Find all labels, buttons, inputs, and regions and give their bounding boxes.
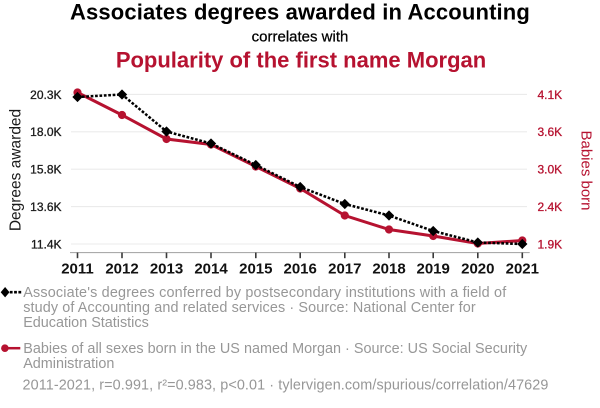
svg-text:2019: 2019 (417, 261, 450, 278)
svg-text:Degrees awarded: Degrees awarded (8, 109, 25, 231)
svg-text:4.1K: 4.1K (538, 88, 563, 102)
svg-text:2016: 2016 (284, 261, 317, 278)
svg-text:Babies born: Babies born (578, 130, 595, 210)
svg-text:2.4K: 2.4K (538, 200, 563, 214)
svg-text:3.0K: 3.0K (538, 163, 563, 177)
svg-text:20.3K: 20.3K (30, 88, 61, 102)
svg-text:Education Statistics: Education Statistics (23, 315, 149, 331)
svg-text:study of Accounting and relate: study of Accounting and related services… (23, 300, 476, 316)
svg-text:Popularity of the first name M: Popularity of the first name Morgan (116, 48, 486, 73)
svg-text:Administration: Administration (23, 356, 114, 372)
svg-text:2018: 2018 (372, 261, 405, 278)
svg-text:2013: 2013 (150, 261, 183, 278)
svg-text:Associate's degrees conferred: Associate's degrees conferred by postsec… (23, 285, 507, 301)
svg-text:correlates with: correlates with (252, 28, 349, 45)
svg-text:1.9K: 1.9K (538, 237, 563, 251)
svg-text:13.6K: 13.6K (30, 200, 61, 214)
svg-text:2017: 2017 (328, 261, 361, 278)
svg-text:11.4K: 11.4K (31, 237, 61, 251)
svg-text:2011-2021, r=0.991, r²=0.983,: 2011-2021, r=0.991, r²=0.983, p<0.01 · t… (23, 378, 549, 394)
svg-text:3.6K: 3.6K (538, 125, 563, 139)
svg-text:Babies of all sexes born in th: Babies of all sexes born in the US named… (23, 341, 528, 357)
svg-text:2015: 2015 (239, 261, 272, 278)
svg-text:2021: 2021 (506, 261, 539, 278)
svg-text:Associates degrees awarded in: Associates degrees awarded in Accounting (70, 0, 530, 25)
svg-text:2012: 2012 (105, 261, 138, 278)
svg-text:15.8K: 15.8K (30, 163, 61, 177)
svg-text:2014: 2014 (194, 261, 228, 278)
svg-text:18.0K: 18.0K (30, 125, 61, 139)
svg-text:2011: 2011 (61, 261, 94, 278)
svg-text:2020: 2020 (461, 261, 494, 278)
